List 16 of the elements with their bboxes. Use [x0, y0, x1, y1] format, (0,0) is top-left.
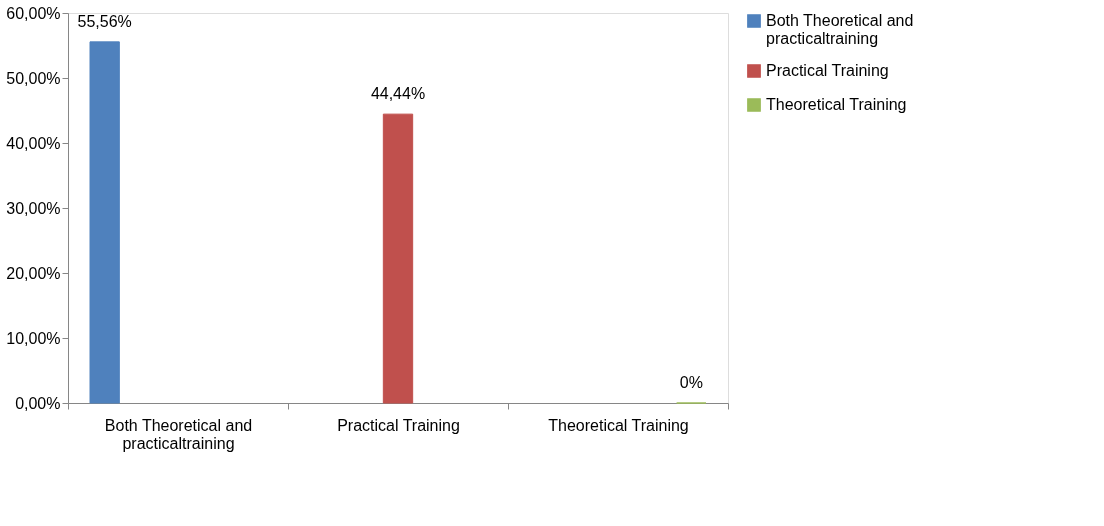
data-label: 0%	[679, 374, 703, 391]
y-tick-label: 20,00%	[6, 264, 61, 282]
data-label: 55,56%	[77, 12, 132, 30]
y-tick-label: 40,00%	[6, 134, 61, 152]
data-label: 44,44%	[370, 85, 426, 103]
y-tick-label: 10,00%	[6, 329, 61, 347]
y-tick-label: 0,00%	[15, 394, 61, 412]
legend-label: Theoretical Training	[766, 96, 907, 113]
x-tick-label: Both Theoretical and practicaltraining	[104, 416, 253, 452]
y-tick-label: 30,00%	[6, 199, 61, 217]
y-tick-label: 60,00%	[6, 4, 61, 22]
x-tick-label: Practical Training	[337, 416, 460, 434]
y-tick-label: 50,00%	[6, 69, 61, 87]
x-tick-label: Theoretical Training	[548, 416, 689, 434]
legend-label: Practical Training	[766, 62, 889, 79]
legend-label: Both Theoretical and practicaltraining	[766, 12, 914, 47]
